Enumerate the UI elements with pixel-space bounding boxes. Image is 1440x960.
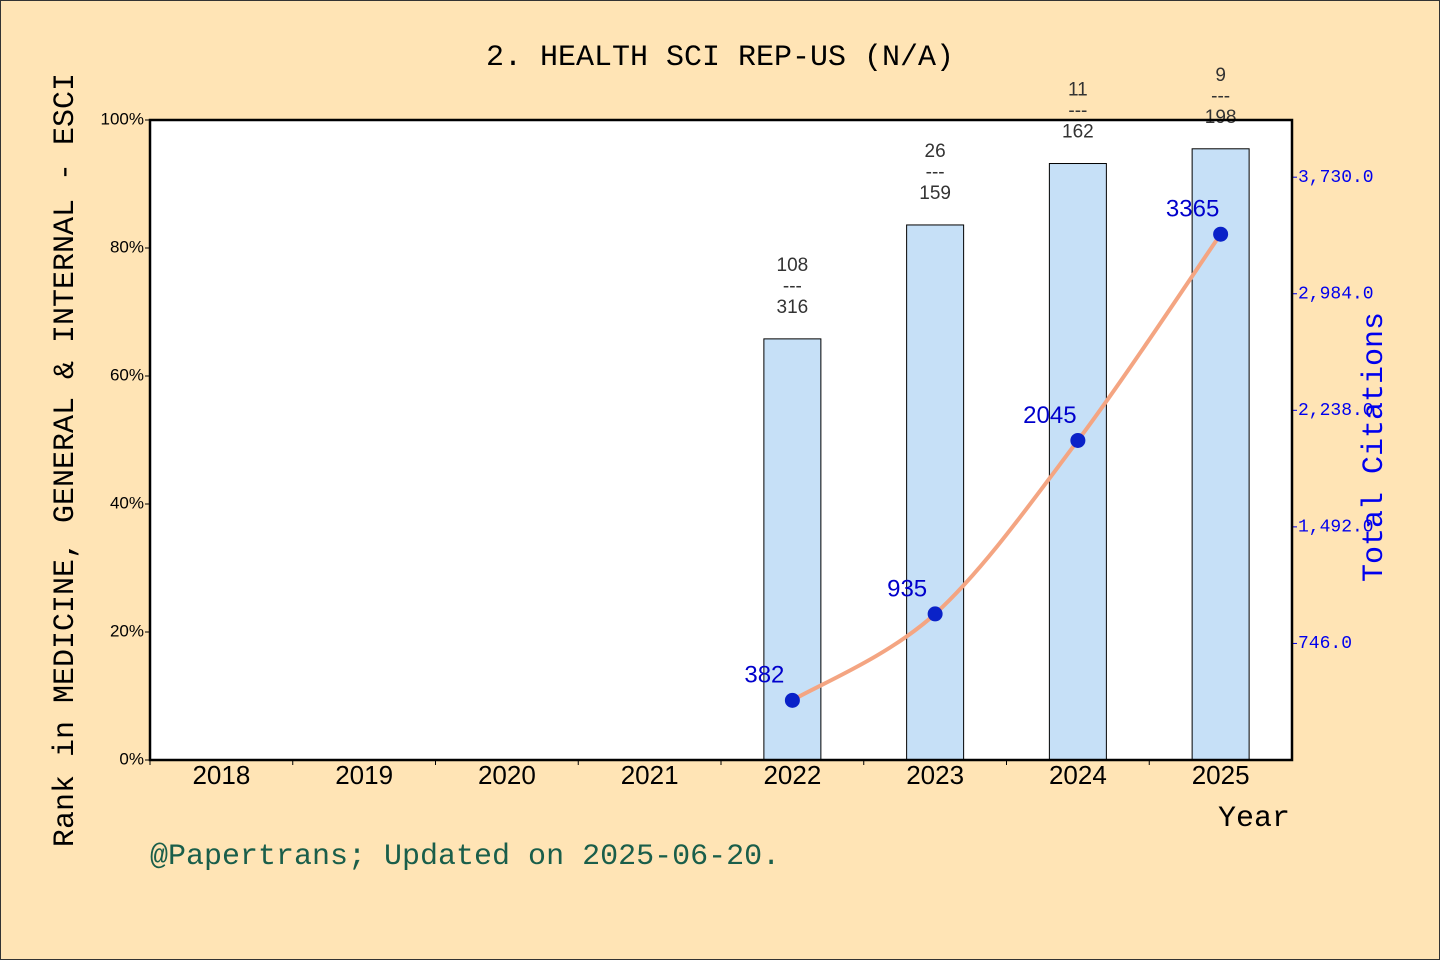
rank-label: 108 ---316	[777, 255, 809, 318]
y-tick-label: 20%	[110, 621, 144, 640]
x-tick-label: 2023	[906, 760, 964, 790]
x-tick-label: 2020	[478, 760, 536, 790]
rank-label: 26 ---159	[919, 141, 951, 204]
plot-area	[150, 120, 1292, 760]
x-axis-label: Year	[1218, 802, 1290, 836]
x-tick-label: 2019	[335, 760, 393, 790]
y2-tick-label: 3,730.0	[1298, 168, 1374, 188]
y2-tick-label: 2,238.0	[1298, 401, 1374, 421]
citation-line	[791, 233, 1223, 703]
y2-tick-label: 746.0	[1298, 634, 1352, 654]
x-tick-label: 2025	[1192, 760, 1250, 790]
y-tick-label: 60%	[110, 365, 144, 384]
citation-label: 935	[887, 575, 927, 602]
footer-note: @Papertrans; Updated on 2025-06-20.	[150, 840, 780, 874]
x-tick-label: 2024	[1049, 760, 1107, 790]
citation-label: 382	[744, 662, 784, 689]
y-tick-label: 100%	[101, 109, 144, 128]
bar	[1048, 163, 1107, 761]
y-axis-label: Rank in MEDICINE, GENERAL & INTERNAL - E…	[49, 73, 83, 847]
citation-point	[1070, 432, 1086, 448]
bar	[906, 224, 965, 761]
y-tick-label: 80%	[110, 237, 144, 256]
rank-label: 11 ---162	[1062, 80, 1094, 143]
citation-point	[784, 692, 800, 708]
y2-tick-label: 2,984.0	[1298, 285, 1374, 305]
citation-point	[927, 606, 943, 622]
x-tick-label: 2022	[763, 760, 821, 790]
y2-axis-label: Total Citations	[1358, 312, 1392, 582]
x-tick-label: 2021	[621, 760, 679, 790]
chart-title: 2. HEALTH SCI REP-US (N/A)	[486, 41, 954, 75]
x-tick-label: 2018	[192, 760, 250, 790]
citation-label: 2045	[1023, 402, 1076, 429]
y-tick-label: 0%	[119, 749, 144, 768]
citation-label: 3365	[1166, 196, 1219, 223]
rank-label: 9 ---198	[1205, 65, 1237, 128]
plot-frame	[148, 118, 1294, 762]
y2-tick-label: 1,492.0	[1298, 518, 1374, 538]
y-tick-label: 40%	[110, 493, 144, 512]
citation-point	[1213, 226, 1229, 242]
